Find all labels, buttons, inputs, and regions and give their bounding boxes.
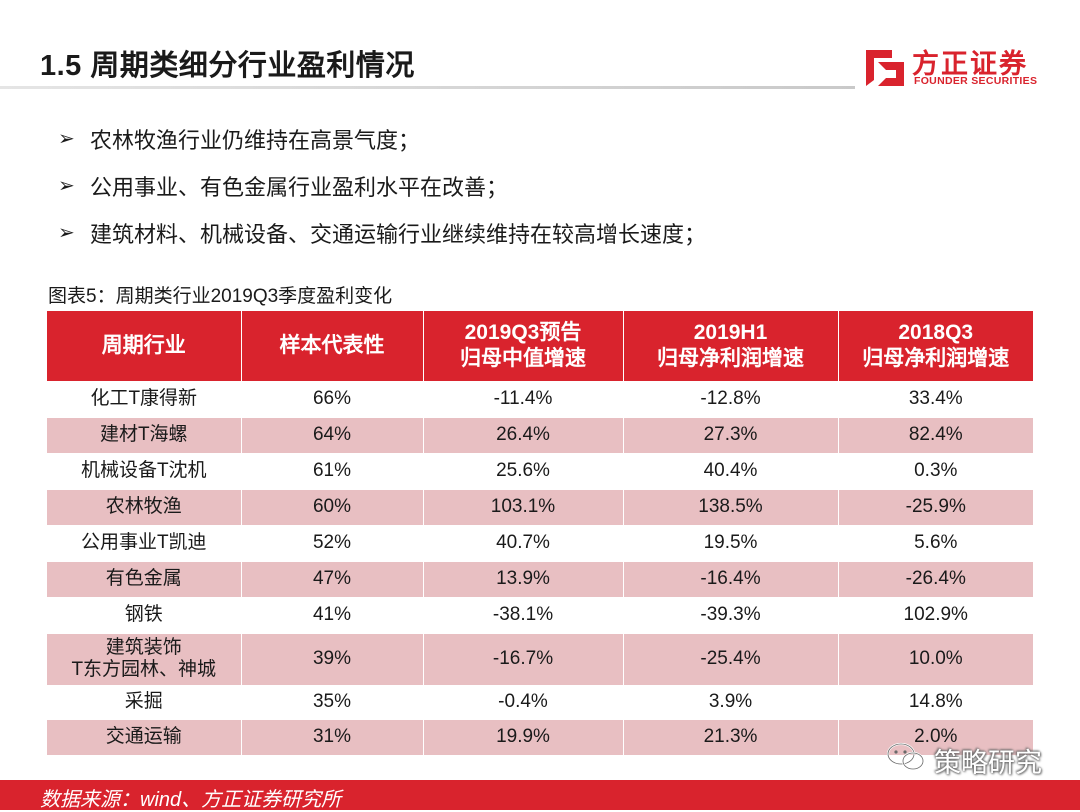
- cell-2018q3: 33.4%: [838, 381, 1033, 418]
- cell-industry: 建材T海螺: [47, 417, 242, 454]
- cell-2019q3: 103.1%: [423, 489, 624, 526]
- cell-industry: 采掘: [47, 685, 242, 720]
- table-row: 建筑装饰 T东方园林、神城 39% -16.7% -25.4% 10.0%: [47, 633, 1033, 686]
- cell-2019h1: 27.3%: [623, 417, 839, 454]
- bullet-item: ➢ 农林牧渔行业仍维持在高景气度；: [58, 115, 1038, 162]
- cell-2019h1: 3.9%: [623, 685, 839, 720]
- slide-title: 1.5 周期类细分行业盈利情况: [40, 50, 415, 82]
- table-row: 机械设备T沈机 61% 25.6% 40.4% 0.3%: [47, 453, 1033, 490]
- table-header-row: 周期行业 样本代表性 2019Q3预告 归母中值增速 2019H1 归母净利润增速 …: [47, 311, 1033, 381]
- cell-2018q3: -26.4%: [838, 561, 1033, 598]
- table-row: 建材T海螺 64% 26.4% 27.3% 82.4%: [47, 417, 1033, 454]
- cell-sample: 64%: [241, 417, 424, 454]
- bullet-item: ➢ 建筑材料、机械设备、交通运输行业继续维持在较高增长速度；: [58, 209, 1038, 256]
- source-note: 数据来源：wind、方正证券研究所: [40, 789, 342, 811]
- cell-2018q3: 102.9%: [838, 597, 1033, 634]
- column-header-sample: 样本代表性: [241, 311, 424, 381]
- bullet-text: 公用事业、有色金属行业盈利水平在改善；: [90, 174, 509, 200]
- cell-2018q3: 5.6%: [838, 525, 1033, 562]
- cell-industry: 钢铁: [47, 597, 242, 634]
- cell-industry: 化工T康得新: [47, 381, 242, 418]
- cell-2018q3: 14.8%: [838, 685, 1033, 720]
- founder-securities-logo: 方正证券 FOUNDER SECURITIES: [862, 40, 1042, 90]
- bullet-item: ➢ 公用事业、有色金属行业盈利水平在改善；: [58, 162, 1038, 209]
- cell-2019h1: -16.4%: [623, 561, 839, 598]
- cell-2018q3: -25.9%: [838, 489, 1033, 526]
- column-header-2018q3: 2018Q3 归母净利润增速: [838, 311, 1033, 381]
- figure-caption: 图表5：周期类行业2019Q3季度盈利变化: [48, 286, 393, 307]
- column-header-industry: 周期行业: [47, 311, 242, 381]
- cell-2019h1: -25.4%: [623, 633, 839, 686]
- cell-2018q3: 10.0%: [838, 633, 1033, 686]
- cell-2019q3: 13.9%: [423, 561, 624, 598]
- table-row: 采掘 35% -0.4% 3.9% 14.8%: [47, 685, 1033, 720]
- cell-sample: 60%: [241, 489, 424, 526]
- table-row: 化工T康得新 66% -11.4% -12.8% 33.4%: [47, 381, 1033, 418]
- cell-sample: 35%: [241, 685, 424, 720]
- cell-sample: 39%: [241, 633, 424, 686]
- bullet-list: ➢ 农林牧渔行业仍维持在高景气度； ➢ 公用事业、有色金属行业盈利水平在改善； …: [58, 115, 1038, 256]
- logo-english-name: FOUNDER SECURITIES: [914, 75, 1038, 87]
- table-row: 钢铁 41% -38.1% -39.3% 102.9%: [47, 597, 1033, 634]
- cell-2019h1: 138.5%: [623, 489, 839, 526]
- arrow-bullet-icon: ➢: [58, 175, 75, 197]
- cell-2019h1: 21.3%: [623, 719, 839, 756]
- cell-2019q3: 26.4%: [423, 417, 624, 454]
- table-row: 交通运输 31% 19.9% 21.3% 2.0%: [47, 719, 1033, 756]
- arrow-bullet-icon: ➢: [58, 222, 75, 244]
- source-footer: 数据来源：wind、方正证券研究所: [0, 780, 1080, 811]
- cell-industry: 有色金属: [47, 561, 242, 598]
- cell-2019q3: -0.4%: [423, 685, 624, 720]
- cell-2018q3: 2.0%: [838, 719, 1033, 756]
- cell-sample: 47%: [241, 561, 424, 598]
- cell-2018q3: 82.4%: [838, 417, 1033, 454]
- cell-sample: 41%: [241, 597, 424, 634]
- cell-2019h1: 19.5%: [623, 525, 839, 562]
- cell-2019q3: 40.7%: [423, 525, 624, 562]
- bullet-text: 建筑材料、机械设备、交通运输行业继续维持在较高增长速度；: [90, 221, 707, 247]
- wechat-watermark: 策略研究: [886, 739, 1056, 778]
- cell-industry: 农林牧渔: [47, 489, 242, 526]
- cell-sample: 61%: [241, 453, 424, 490]
- arrow-bullet-icon: ➢: [58, 128, 75, 150]
- cell-2019h1: -39.3%: [623, 597, 839, 634]
- cell-industry: 建筑装饰 T东方园林、神城: [47, 633, 242, 686]
- column-header-2019h1: 2019H1 归母净利润增速: [623, 311, 839, 381]
- watermark-label: 策略研究: [934, 748, 1042, 778]
- cell-2019q3: 25.6%: [423, 453, 624, 490]
- logo-chinese-name: 方正证券: [912, 49, 1028, 79]
- table-row: 有色金属 47% 13.9% -16.4% -26.4%: [47, 561, 1033, 598]
- cell-sample: 31%: [241, 719, 424, 756]
- cell-2019q3: -11.4%: [423, 381, 624, 418]
- column-header-2019q3: 2019Q3预告 归母中值增速: [423, 311, 624, 381]
- bullet-text: 农林牧渔行业仍维持在高景气度；: [90, 127, 421, 153]
- cell-2019q3: -16.7%: [423, 633, 624, 686]
- cell-2019h1: 40.4%: [623, 453, 839, 490]
- cell-2019h1: -12.8%: [623, 381, 839, 418]
- cell-industry: 机械设备T沈机: [47, 453, 242, 490]
- wechat-icon: [886, 742, 925, 771]
- table-row: 公用事业T凯迪 52% 40.7% 19.5% 5.6%: [47, 525, 1033, 562]
- cell-sample: 52%: [241, 525, 424, 562]
- cell-2019q3: -38.1%: [423, 597, 624, 634]
- cell-sample: 66%: [241, 381, 424, 418]
- cell-2019q3: 19.9%: [423, 719, 624, 756]
- cyclical-industry-profit-table: 周期行业 样本代表性 2019Q3预告 归母中值增速 2019H1 归母净利润增速 …: [47, 311, 1033, 756]
- logo-mark-icon: [866, 50, 904, 86]
- cell-industry: 交通运输: [47, 719, 242, 756]
- table-row: 农林牧渔 60% 103.1% 138.5% -25.9%: [47, 489, 1033, 526]
- cell-industry: 公用事业T凯迪: [47, 525, 242, 562]
- title-divider: [0, 86, 855, 89]
- cell-2018q3: 0.3%: [838, 453, 1033, 490]
